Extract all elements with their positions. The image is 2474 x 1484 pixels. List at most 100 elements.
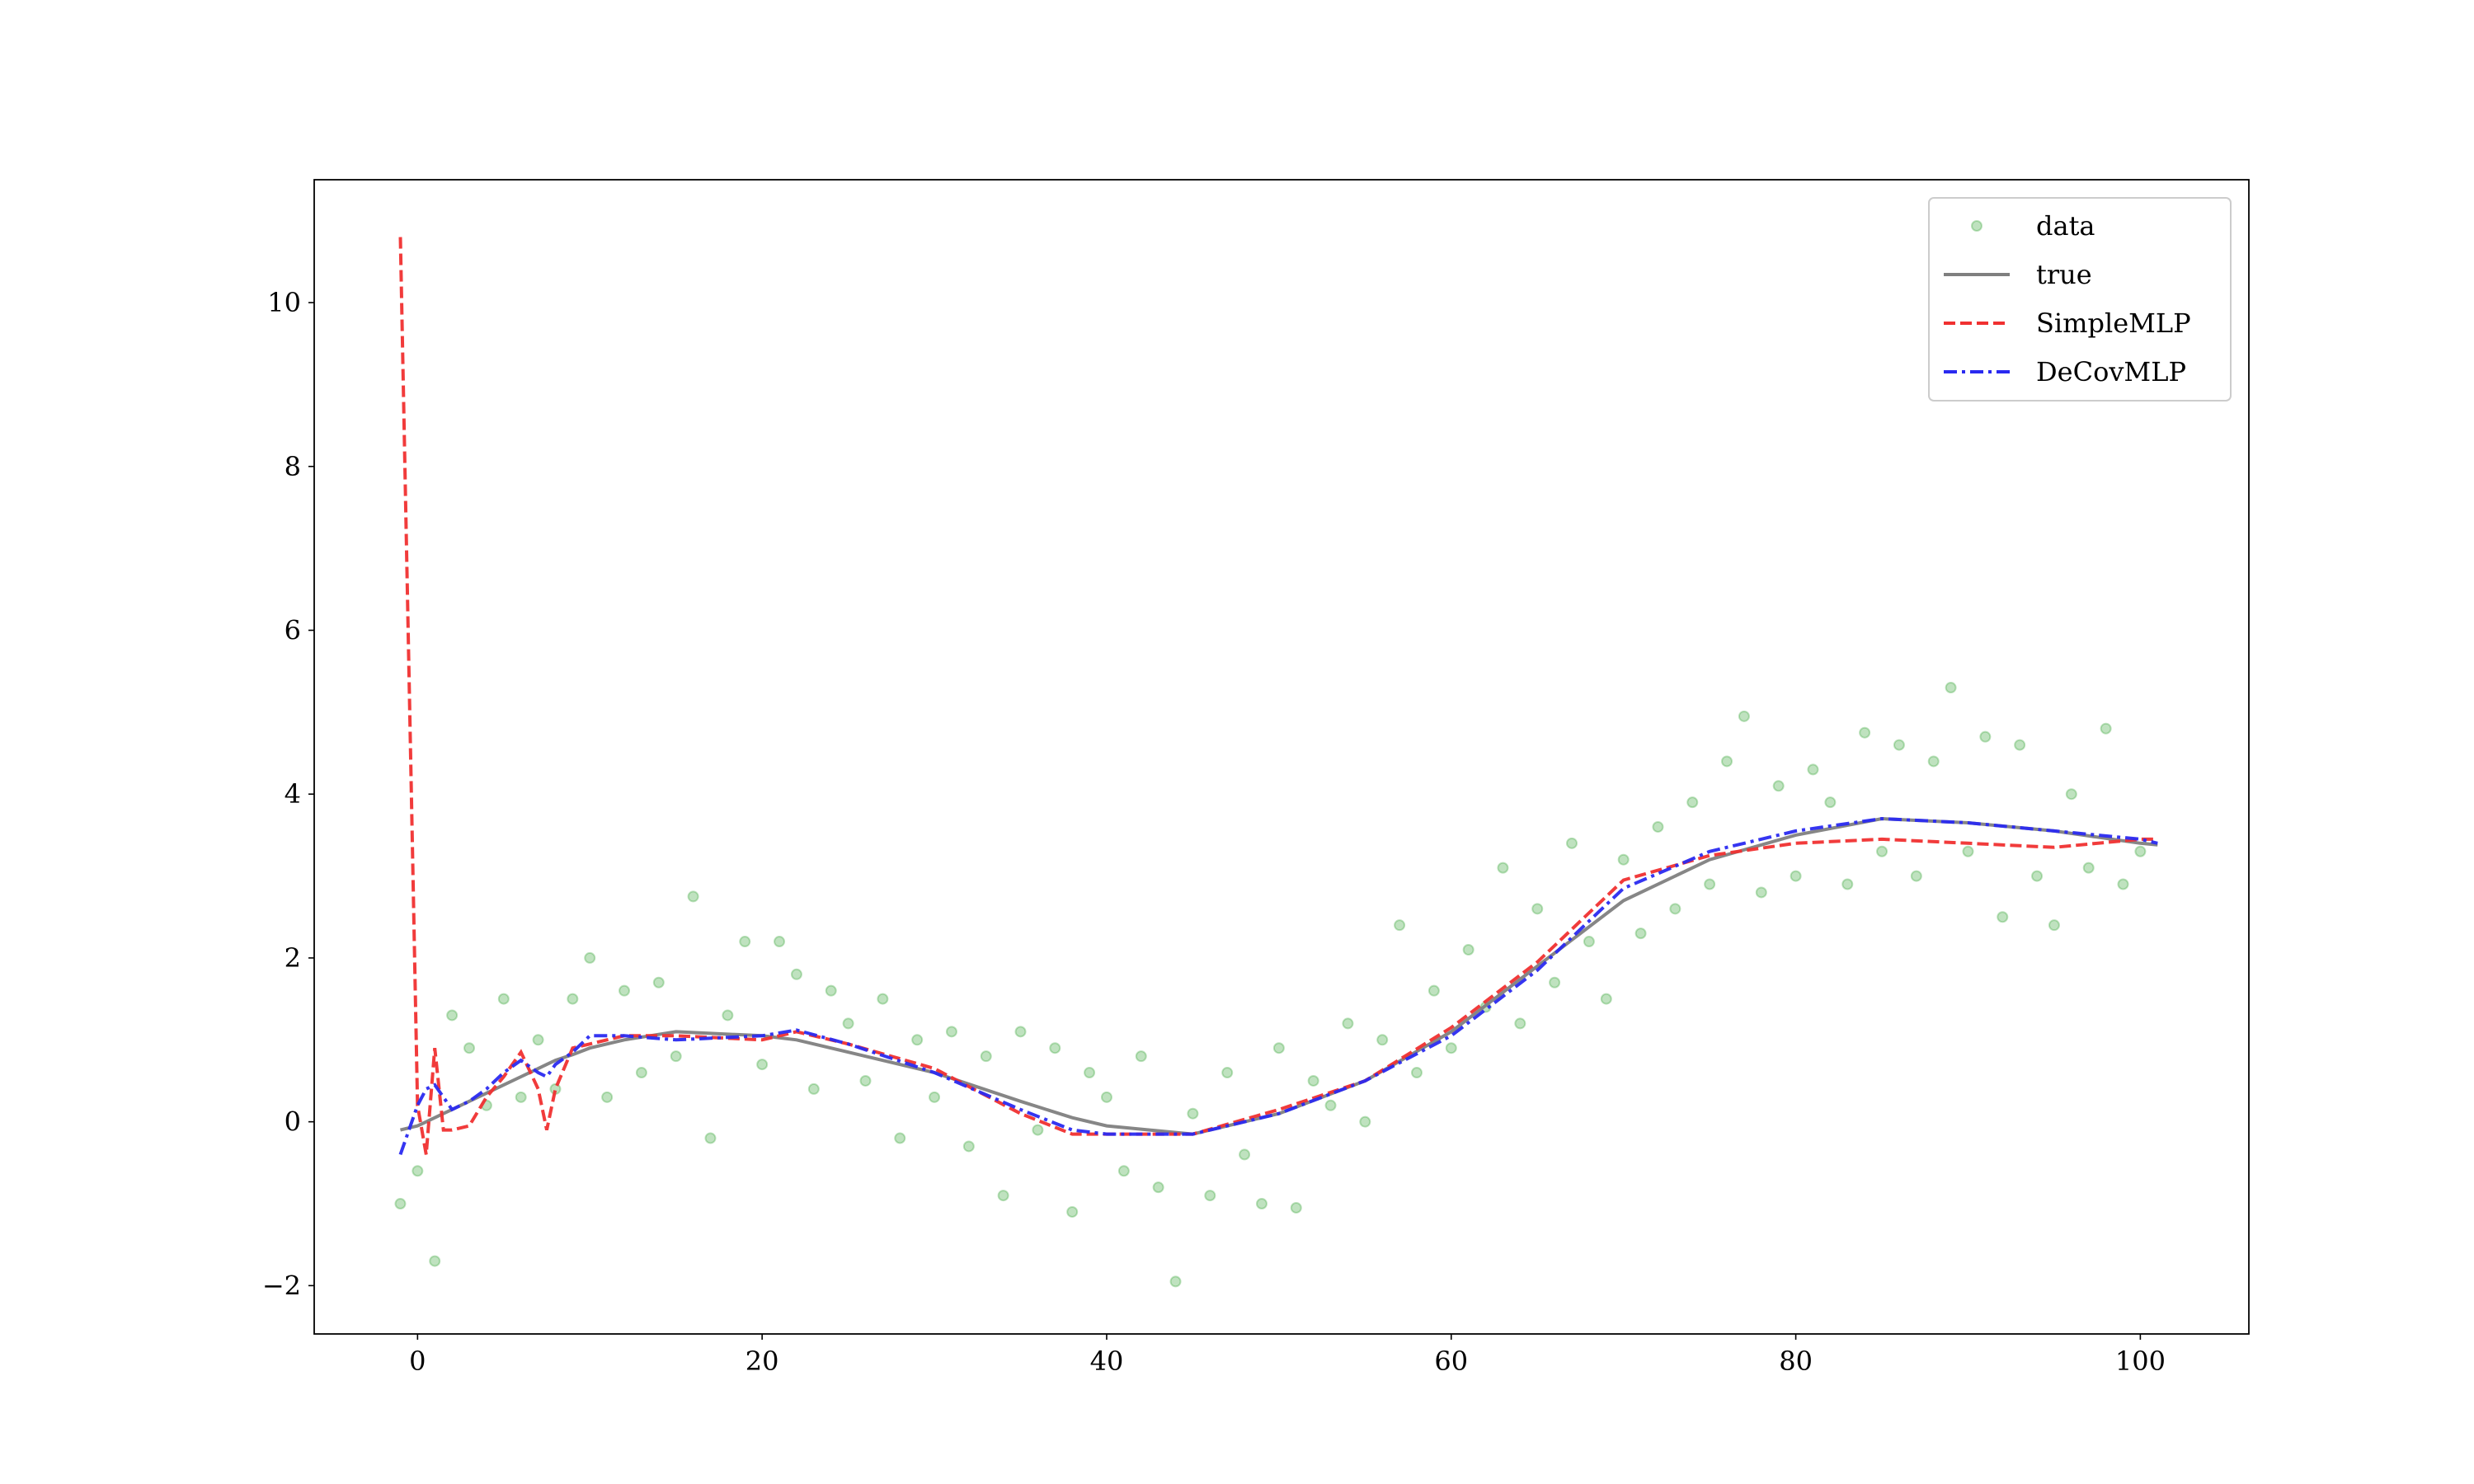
data-point [1117,1165,1130,1177]
data-point [429,1255,441,1267]
data-point [1462,943,1475,956]
data-point [652,976,665,989]
data-point [618,984,631,997]
data-point [1427,984,1440,997]
y-tick-label: 2 [285,942,301,974]
data-point [670,1050,682,1063]
data-point [1859,726,1871,739]
data-point [1531,903,1544,915]
x-tick-label: 60 [1434,1345,1468,1377]
data-point [601,1091,614,1103]
data-point [2065,788,2077,801]
data-point [1807,763,1819,776]
data-point [756,1059,769,1071]
data-point [1204,1190,1216,1202]
data-point [1686,796,1699,809]
data-point [567,993,579,1005]
data-point [1394,919,1406,932]
data-point [1410,1067,1423,1079]
x-tick-label: 40 [1090,1345,1124,1377]
data-point [1549,976,1561,989]
data-point [532,1034,544,1046]
x-tick-label: 20 [745,1345,779,1377]
data-point [980,1050,992,1063]
data-point [1979,730,1992,743]
data-point [1066,1205,1079,1218]
data-point [739,936,751,948]
data-point [1634,928,1647,940]
legend-label: data [2036,210,2095,242]
data-point [1032,1124,1044,1136]
data-point [859,1074,872,1087]
data-point [704,1132,717,1144]
data-point [1497,862,1509,874]
data-point [1755,886,1767,899]
data-point [1583,936,1595,948]
data-point [1876,845,1888,857]
data-point [2117,878,2129,890]
data-point [1738,710,1750,722]
y-tick-label: 4 [285,778,301,810]
data-point [1049,1042,1061,1054]
data-point [1617,853,1630,866]
data-point [584,951,596,964]
y-tick-label: −2 [262,1270,301,1301]
data-point [1669,903,1681,915]
data-point [877,993,889,1005]
data-point [2082,862,2095,874]
series-line [398,237,2158,1155]
data-point [1893,739,1905,751]
data-point [1600,993,1612,1005]
data-point [911,1034,924,1046]
data-point [497,993,510,1005]
data-point [807,1082,820,1095]
data-point [1307,1074,1319,1087]
data-point [687,890,699,903]
data-point [1910,870,1922,882]
data-point [1997,911,2009,923]
data-point [2031,870,2044,882]
x-tick-label: 0 [409,1345,426,1377]
data-point [2014,739,2026,751]
plot-frame [313,179,2250,1335]
data-point [1721,755,1733,768]
data-point [2134,845,2147,857]
data-point [962,1140,975,1153]
data-point [1084,1067,1096,1079]
y-tick-label: 6 [285,614,301,646]
data-point [1169,1275,1182,1288]
data-point [635,1067,647,1079]
data-point [1824,796,1837,809]
data-point [2048,919,2060,932]
data-point [1290,1201,1302,1214]
data-point [463,1042,476,1054]
data-point [1135,1050,1147,1063]
x-tick-label: 100 [2115,1345,2166,1377]
data-point [1945,682,1957,694]
data-point [2100,722,2112,735]
data-point [1272,1042,1285,1054]
legend-label: SimpleMLP [2036,308,2191,339]
data-point [1239,1148,1251,1161]
legend-marker [1971,220,1982,232]
data-point [515,1091,527,1103]
legend-box [1928,197,2232,402]
data-point [945,1026,957,1038]
data-point [1841,878,1854,890]
series-line [400,816,2158,1136]
data-point [1962,845,1974,857]
data-point [929,1091,941,1103]
data-point [997,1190,1009,1202]
data-point [894,1132,906,1144]
x-tick-label: 80 [1779,1345,1813,1377]
data-point [722,1009,734,1021]
data-point [1255,1198,1268,1210]
data-point [1014,1026,1027,1038]
y-tick-label: 0 [285,1106,301,1138]
data-point [1790,870,1802,882]
data-point [1100,1091,1112,1103]
data-point [842,1017,854,1030]
data-point [1359,1115,1371,1128]
data-point [1445,1042,1457,1054]
